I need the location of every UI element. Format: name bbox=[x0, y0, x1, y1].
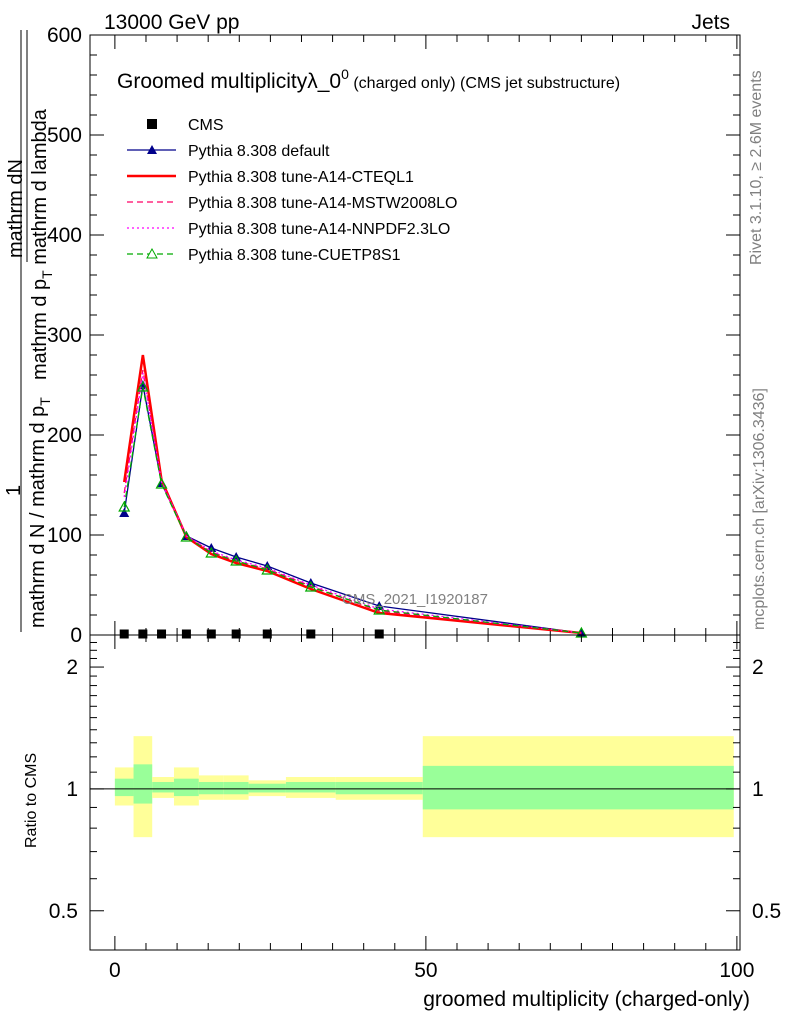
main-panel: 0 100 200 300 400 500 600 Groomed multiplicity… bbox=[3, 24, 741, 647]
ratio-band-inner bbox=[285, 782, 336, 793]
data-point bbox=[304, 580, 317, 592]
ratio-band-inner bbox=[223, 782, 249, 795]
legend-label: Pythia 8.308 tune-A14-CTEQL1 bbox=[188, 169, 414, 186]
ratio-y-tick-label: 0.5 bbox=[49, 900, 78, 923]
ratio-band-inner bbox=[152, 782, 174, 793]
data-point bbox=[205, 546, 218, 558]
main-series bbox=[118, 354, 588, 639]
main-ylabel-top: mathrm dN bbox=[5, 159, 27, 258]
ratio-band-inner bbox=[133, 764, 153, 804]
ratio-bands bbox=[114, 736, 734, 838]
legend-item: Pythia 8.308 tune-A14-NNPDF2.3LO bbox=[127, 221, 450, 238]
ratio-y-tick-label: 1 bbox=[66, 778, 78, 801]
ratio-y-label: Ratio to CMS bbox=[23, 753, 40, 848]
ratio-y-tick-label-right: 1 bbox=[752, 778, 764, 801]
legend-item: Pythia 8.308 tune-A14-MSTW2008LO bbox=[127, 195, 457, 212]
ratio-y-tick-label-right: 0.5 bbox=[752, 900, 781, 923]
header-right: Jets bbox=[691, 11, 730, 34]
x-axis-label: groomed multiplicity (charged-only) bbox=[423, 988, 750, 1011]
legend-marker bbox=[147, 119, 157, 129]
data-point bbox=[157, 629, 167, 639]
main-ylabel-bottom: mathrm d N / mathrm d pT bbox=[27, 397, 53, 628]
main-y-axis: 0 100 200 300 400 500 600 bbox=[47, 24, 740, 647]
data-point bbox=[373, 603, 386, 615]
series-line bbox=[123, 384, 582, 634]
main-y-tick-label: 400 bbox=[47, 224, 82, 247]
legend-item: Pythia 8.308 default bbox=[127, 143, 330, 160]
data-point bbox=[136, 380, 149, 392]
legend-item: Pythia 8.308 tune-CUETP8S1 bbox=[127, 247, 401, 264]
x-tick-label: 0 bbox=[109, 959, 121, 982]
series-cms bbox=[119, 629, 384, 639]
legend-marker bbox=[147, 145, 157, 154]
x-tick-label: 100 bbox=[719, 959, 754, 982]
rivet-label: Rivet 3.1.10, ≥ 2.6M events bbox=[748, 70, 765, 265]
main-y-tick-label: 300 bbox=[47, 324, 82, 347]
ratio-y-axis: 0.5 0.5 1 1 2 2 bbox=[49, 641, 781, 923]
legend-label: Pythia 8.308 default bbox=[188, 143, 330, 160]
ratio-band-inner bbox=[198, 782, 224, 795]
mcplots-label: mcplots.cern.ch [arXiv:1306.3436] bbox=[751, 388, 768, 630]
ratio-band-inner bbox=[422, 765, 734, 810]
data-point bbox=[374, 629, 384, 639]
legend-item: Pythia 8.308 tune-A14-CTEQL1 bbox=[127, 169, 414, 186]
main-ylabel-mid: mathrm d pT mathrm d lambda bbox=[29, 108, 55, 380]
data-point bbox=[119, 629, 129, 639]
main-title: Groomed multiplicityλ_00 (charged only) … bbox=[117, 66, 620, 93]
legend: CMS Pythia 8.308 default Pythia 8.308 tune… bbox=[127, 117, 457, 264]
main-y-tick-label: 200 bbox=[47, 424, 82, 447]
data-point bbox=[231, 629, 241, 639]
series-line bbox=[123, 372, 582, 634]
ratio-x-axis: 0 50 100 bbox=[109, 635, 754, 982]
legend-label: Pythia 8.308 tune-A14-NNPDF2.3LO bbox=[188, 221, 450, 238]
ratio-band-inner bbox=[114, 778, 134, 797]
legend-label: Pythia 8.308 tune-CUETP8S1 bbox=[188, 247, 401, 264]
ratio-band-inner bbox=[335, 782, 423, 795]
legend-marker bbox=[146, 247, 158, 259]
data-point bbox=[180, 530, 193, 542]
ratio-band-inner bbox=[173, 778, 199, 797]
main-y-tick-label: 600 bbox=[47, 24, 82, 47]
series-pythia-8-308-tune-a14-nnpdf2-3lo bbox=[123, 372, 582, 634]
data-point bbox=[262, 629, 272, 639]
data-point bbox=[230, 554, 243, 566]
main-y-tick-label: 100 bbox=[47, 524, 82, 547]
data-point bbox=[118, 500, 131, 512]
main-y-tick-label: 0 bbox=[70, 624, 82, 647]
series-line bbox=[123, 386, 582, 634]
main-ylabel-one: 1 bbox=[3, 485, 25, 496]
legend-item: CMS bbox=[147, 117, 224, 134]
series-pythia-8-308-tune-cuetp8s1 bbox=[118, 380, 588, 638]
data-point bbox=[119, 508, 130, 517]
ratio-y-tick-label-right: 2 bbox=[752, 656, 764, 679]
analysis-tag: CMS_2021_I1920187 bbox=[342, 591, 488, 608]
data-point bbox=[261, 563, 274, 575]
ratio-band-inner bbox=[248, 783, 286, 793]
x-tick-label: 50 bbox=[414, 959, 437, 982]
ratio-frame bbox=[89, 634, 741, 951]
main-y-tick-label: 500 bbox=[47, 124, 82, 147]
data-point bbox=[155, 477, 168, 489]
data-point bbox=[181, 629, 191, 639]
ratio-panel: 0.5 0.5 1 1 2 2 0 50 100 Ratio to CMS groomed m… bbox=[23, 634, 781, 1011]
data-point bbox=[306, 629, 316, 639]
main-y-label: mathrm dN mathrm d pT mathrm d lambda 1 … bbox=[3, 30, 55, 632]
data-point bbox=[138, 629, 148, 639]
ratio-y-tick-label: 2 bbox=[66, 656, 78, 679]
series-line bbox=[122, 354, 582, 635]
header-left: 13000 GeV pp bbox=[104, 11, 239, 34]
data-point bbox=[206, 629, 216, 639]
legend-label: Pythia 8.308 tune-A14-MSTW2008LO bbox=[188, 195, 457, 212]
legend-label: CMS bbox=[188, 117, 224, 134]
